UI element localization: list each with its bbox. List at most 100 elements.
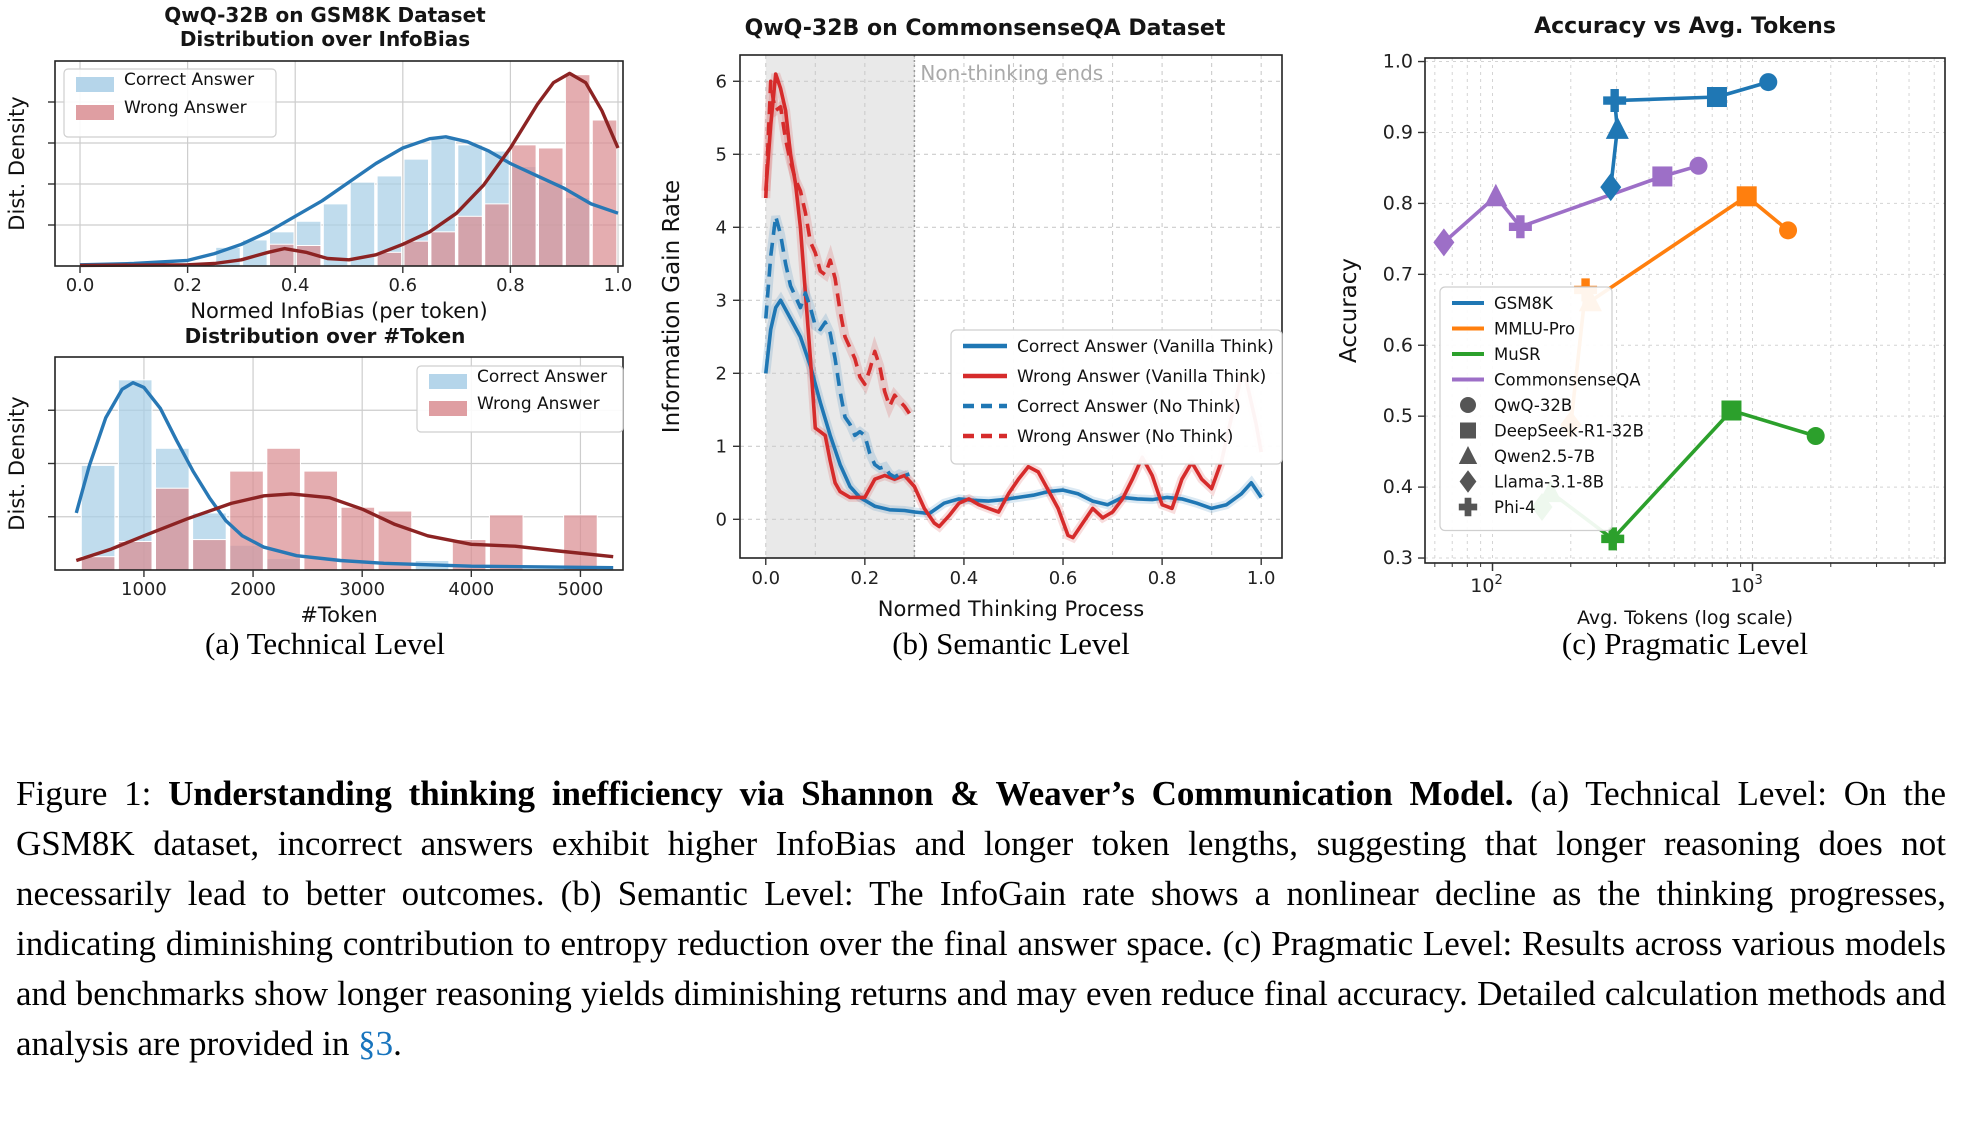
legend-label: Correct Answer: [124, 70, 254, 90]
marker-circle: [1806, 427, 1825, 446]
x-axis-label: #Token: [300, 603, 377, 627]
kde-correct: [79, 135, 619, 267]
y-tick-label: 0.4: [1383, 476, 1413, 498]
y-tick-label: 0.5: [1383, 405, 1413, 427]
legend-swatch: [76, 77, 114, 92]
chart-b-title-text: QwQ-32B on CommonsenseQA Dataset: [744, 16, 1226, 41]
legend-label: Wrong Answer (Vanilla Think): [1017, 367, 1266, 387]
marker-diamond: [1433, 228, 1455, 257]
legend-label: GSM8K: [1494, 294, 1554, 313]
subcaption-c: (c) Pragmatic Level: [1561, 626, 1809, 661]
y-tick-label: 1.0: [1383, 51, 1413, 73]
caption-prefix: Figure 1:: [16, 774, 169, 813]
legend: Correct Answer Wrong Answer: [63, 68, 277, 138]
x-axis-label: Avg. Tokens (log scale): [1577, 607, 1793, 629]
legend-label: Llama-3.1-8B: [1494, 473, 1604, 492]
legend-label: MuSR: [1494, 345, 1541, 364]
legend: Correct Answer Wrong Answer: [416, 365, 624, 433]
y-tick-label: 0.6: [1383, 334, 1413, 356]
x-tick-label: 1.0: [604, 275, 633, 296]
x-tick-label: 0.4: [281, 275, 310, 296]
y-tick-label: 1: [716, 436, 727, 457]
marker-triangle: [1484, 183, 1508, 207]
x-tick-label: 0.0: [66, 275, 95, 296]
legend-label: Wrong Answer: [124, 98, 247, 118]
marker-plus: [1508, 215, 1532, 239]
marker-plus: [1603, 89, 1627, 113]
x-tick-label: 0.6: [1049, 568, 1078, 589]
legend-label: Correct Answer (Vanilla Think): [1017, 337, 1274, 357]
y-axis-label: Accuracy: [1336, 258, 1362, 363]
legend-swatch: [429, 374, 467, 389]
marker-circle: [1460, 397, 1476, 413]
chart-b-title: QwQ-32B on CommonsenseQA Dataset: [655, 16, 1315, 41]
chart-a2-title: Distribution over #Token: [10, 324, 640, 348]
x-tick-label: 103: [1730, 573, 1762, 597]
kde-correct: [74, 381, 614, 570]
legend-label: Correct Answer: [477, 367, 607, 387]
y-tick-label: 6: [716, 71, 727, 92]
axes-box: [1424, 57, 1946, 564]
caption-suffix: .: [393, 1024, 402, 1063]
y-tick-label: 0.8: [1383, 192, 1413, 214]
x-tick-label: 4000: [448, 579, 494, 600]
y-tick-label: 2: [716, 363, 727, 384]
marker-circle: [1689, 156, 1708, 175]
x-tick-label: 2000: [230, 579, 276, 600]
x-tick-label: 1000: [121, 579, 167, 600]
legend: GSM8K MMLU-Pro MuSR CommonsenseQA QwQ-32B Dee…: [1439, 286, 1644, 532]
series-line-3: [764, 79, 911, 415]
series-CommonsenseQA: [1433, 156, 1708, 257]
chart-infobias-histogram: 0.0 0.2 0.4 0.6 0.8 1.0 Normed InfoBias (per t…: [5, 60, 633, 323]
subcaption-b: (b) Semantic Level: [892, 626, 1130, 661]
x-axis-label: Normed InfoBias (per token): [190, 299, 487, 323]
legend-label: MMLU-Pro: [1494, 320, 1575, 339]
legend-label: CommonsenseQA: [1494, 371, 1641, 390]
axes-box: [54, 60, 624, 267]
kde-wrong: [79, 71, 620, 268]
chart-a-title-line1: QwQ-32B on GSM8K Dataset: [164, 3, 486, 27]
chart-accuracy-scatter: 102 103 0.3 0.4 0.5 0.6 0.7 0.8 0.9 1.0 Avg. Token…: [1336, 51, 1946, 629]
caption-bold-title: Understanding thinking inefficiency via …: [168, 774, 1514, 813]
x-tick-label: 0.8: [496, 275, 525, 296]
legend-label: Qwen2.5-7B: [1494, 447, 1595, 466]
kde-wrong: [75, 492, 614, 563]
figure-caption: Figure 1: Understanding thinking ineffic…: [16, 769, 1946, 1069]
legend-label: DeepSeek-R1-32B: [1494, 422, 1644, 441]
y-tick-label: 0.3: [1383, 547, 1413, 569]
legend-label: Phi-4: [1494, 498, 1535, 517]
chart-a-title: QwQ-32B on GSM8K Dataset Distribution ov…: [10, 3, 640, 51]
marker-diamond: [1600, 173, 1622, 202]
axes-box: [54, 356, 624, 571]
x-tick-label: 5000: [558, 579, 604, 600]
x-tick-label: 3000: [339, 579, 385, 600]
legend-label: Wrong Answer: [477, 394, 600, 414]
series-line-2: [764, 214, 910, 479]
legend-label: QwQ-32B: [1494, 396, 1572, 415]
legend-swatch: [76, 105, 114, 120]
x-tick-label: 0.2: [851, 568, 880, 589]
chart-c-title-text: Accuracy vs Avg. Tokens: [1534, 14, 1836, 39]
marker-plus: [1458, 497, 1478, 517]
legend-label: Wrong Answer (No Think): [1017, 427, 1233, 447]
legend: Correct Answer (Vanilla Think) Wrong Answ…: [950, 329, 1283, 465]
subcaption-a: (a) Technical Level: [205, 626, 445, 661]
marker-square: [1721, 400, 1742, 421]
marker-plus: [1601, 527, 1625, 551]
y-tick-label: 5: [716, 144, 727, 165]
legend-swatch: [429, 401, 467, 416]
y-tick-label: 0.9: [1383, 121, 1413, 143]
section-3-link[interactable]: §3: [358, 1024, 394, 1063]
chart-a-title-line2: Distribution over InfoBias: [179, 26, 471, 51]
marker-circle: [1779, 221, 1798, 240]
legend-label: Correct Answer (No Think): [1017, 397, 1241, 417]
x-tick-label: 0.4: [950, 568, 979, 589]
y-tick-label: 0: [716, 509, 727, 530]
x-tick-label: 0.6: [388, 275, 417, 296]
marker-square: [1736, 186, 1757, 207]
axes-box: [739, 54, 1283, 559]
y-axis-label: Dist. Density: [5, 96, 29, 230]
chart-c-title: Accuracy vs Avg. Tokens: [1370, 14, 1962, 39]
marker-triangle: [1605, 116, 1629, 139]
